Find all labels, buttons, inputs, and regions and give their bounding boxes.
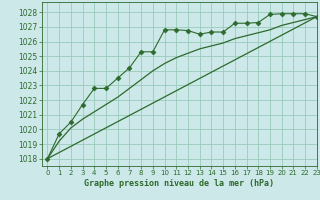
X-axis label: Graphe pression niveau de la mer (hPa): Graphe pression niveau de la mer (hPa) — [84, 179, 274, 188]
